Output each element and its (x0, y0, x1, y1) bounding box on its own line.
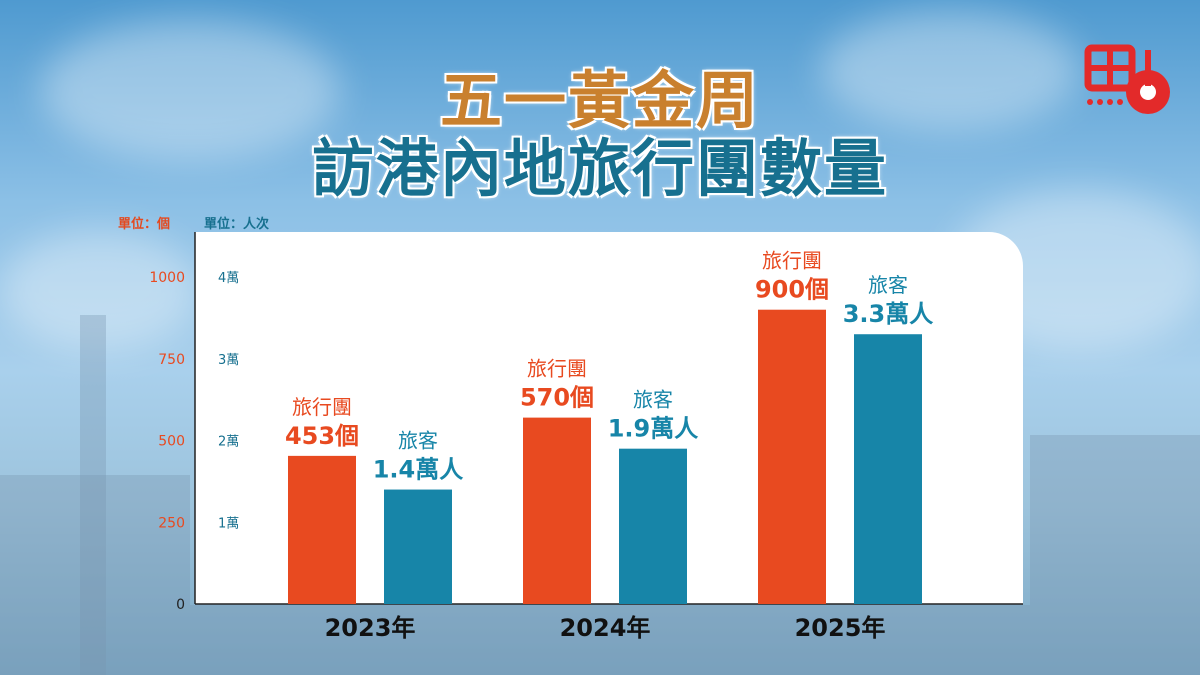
right-axis-tick-label: 3萬 (218, 353, 239, 368)
data-value-label: 3.3萬人 (843, 300, 934, 328)
data-value-label: 900個 (755, 276, 829, 304)
cloud (40, 20, 340, 160)
cloud (820, 10, 1080, 130)
bar-tour-groups (758, 309, 826, 604)
left-axis-tick-label: 1000 (149, 270, 185, 286)
data-value-label: 1.9萬人 (608, 415, 699, 443)
skyline-building (190, 605, 1030, 675)
bar-visitors (619, 448, 687, 604)
x-axis-category-label: 2025年 (795, 614, 886, 642)
bar-tour-groups (288, 455, 356, 604)
bar-visitors (854, 334, 922, 604)
data-value-label: 1.4萬人 (373, 456, 464, 484)
data-value-label: 453個 (285, 422, 359, 450)
right-axis-tick-label: 4萬 (218, 271, 239, 286)
title-line-2: 訪港內地旅行團數量 (311, 132, 888, 205)
series-name-label: 旅客 (398, 429, 438, 453)
media-logo-icon (1084, 44, 1170, 114)
left-axis-tick-label: 750 (158, 352, 185, 368)
series-name-label: 旅行團 (762, 249, 822, 273)
bar-tour-groups (523, 417, 591, 604)
left-axis-tick-label: 250 (158, 515, 185, 531)
series-name-label: 旅客 (633, 388, 673, 412)
data-value-label: 570個 (520, 384, 594, 412)
bar-visitors (384, 489, 452, 604)
skyline-building (0, 475, 190, 675)
left-axis-tick-label: 500 (158, 434, 185, 450)
skyline-building (80, 315, 106, 675)
series-name-label: 旅行團 (292, 395, 352, 419)
series-name-label: 旅行團 (527, 357, 587, 381)
series-name-label: 旅客 (868, 273, 908, 297)
left-axis-tick-label: 0 (176, 597, 185, 613)
unit-label-right: 單位：人次 (204, 217, 270, 232)
x-axis-category-label: 2023年 (325, 614, 416, 642)
right-axis-tick-label: 2萬 (218, 435, 239, 450)
title-line-1: 五一黃金周 (439, 64, 760, 137)
skyline-building (1030, 435, 1200, 675)
right-axis-tick-label: 1萬 (218, 516, 239, 531)
cloud (0, 230, 200, 350)
unit-label-left: 單位：個 (118, 217, 171, 232)
x-axis-category-label: 2024年 (560, 614, 651, 642)
